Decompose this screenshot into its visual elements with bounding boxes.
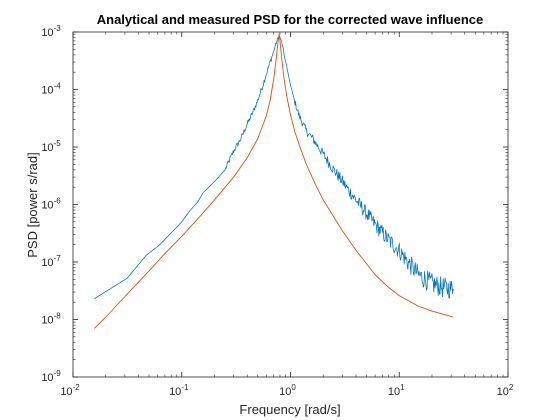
- y-tick-label: 10-7: [41, 254, 61, 269]
- ticks-layer: 10-2 10-1 100 101 102 10-9 10-8 10-7 10-6 10-5 10-…: [41, 24, 514, 398]
- series-line-2: [93, 33, 454, 329]
- x-tick-label: 10-2: [60, 383, 80, 398]
- y-tick-label: 10-5: [41, 139, 61, 154]
- y-axis-label: PSD [power s/rad]: [25, 152, 40, 258]
- y-tick-label: 10-8: [41, 312, 61, 327]
- x-axis-label: Frequency [rad/s]: [239, 402, 340, 417]
- chart-title: Analytical and measured PSD for the corr…: [97, 12, 484, 27]
- x-tick-label: 10-1: [169, 383, 189, 398]
- y-tick-label: 10-6: [41, 197, 61, 212]
- y-tick-label: 10-4: [41, 82, 61, 97]
- x-tick-label: 100: [279, 383, 296, 398]
- y-tick-label: 10-9: [41, 369, 61, 384]
- plot-area: [73, 32, 508, 377]
- x-tick-label: 102: [497, 383, 514, 398]
- y-tick-label: 10-3: [41, 24, 61, 39]
- series-line-1: [94, 35, 454, 300]
- x-tick-label: 101: [388, 383, 405, 398]
- series-layer: [93, 33, 454, 329]
